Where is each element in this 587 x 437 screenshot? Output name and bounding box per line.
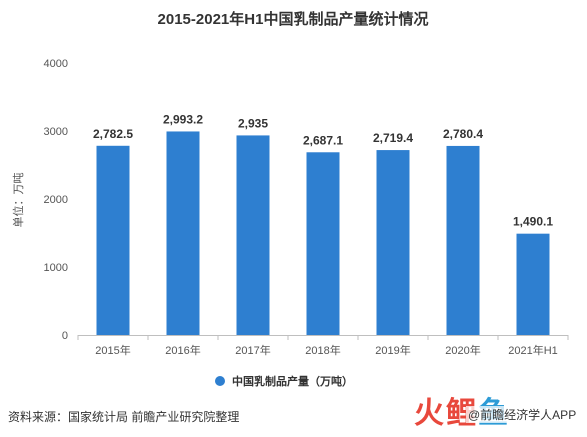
bar — [376, 150, 410, 335]
bar — [166, 131, 200, 335]
x-tick-label: 2021年H1 — [508, 343, 558, 357]
data-label: 2,993.2 — [163, 112, 203, 126]
chart-title: 2015-2021年H1中国乳制品产量统计情况 — [158, 10, 429, 28]
data-labels: 2,782.5 2,993.2 2,935 2,687.1 2,719.4 2,780.4… — [93, 112, 553, 228]
x-tick-label: 2020年 — [445, 343, 480, 357]
y-tick-label: 4000 — [44, 58, 68, 70]
bar — [446, 145, 480, 335]
x-tick-label: 2015年 — [95, 343, 130, 357]
source-note: 资料来源：国家统计局 前瞻产业研究院整理 — [8, 410, 240, 424]
data-label: 2,780.4 — [443, 127, 483, 141]
bars — [96, 131, 550, 335]
legend-swatch — [215, 376, 225, 386]
data-label: 2,687.1 — [303, 133, 343, 147]
x-tick-label: 2016年 — [165, 343, 200, 357]
data-label: 2,782.5 — [93, 127, 133, 141]
x-tick-label: 2018年 — [305, 343, 340, 357]
bar — [306, 152, 340, 335]
legend-label: 中国乳制品产量（万吨） — [232, 374, 353, 388]
bar — [96, 145, 130, 335]
brand-text: @前瞻经济学人APP — [466, 406, 579, 423]
bar — [516, 233, 550, 335]
x-tick-label: 2019年 — [375, 343, 410, 357]
y-tick-label: 2000 — [44, 194, 68, 206]
x-axis: 2015年 2016年 2017年 2018年 2019年 2020年 2021年H1 — [77, 335, 569, 357]
y-tick-label: 3000 — [44, 126, 68, 138]
y-axis-label: 单位：万吨 — [11, 173, 25, 228]
brand-watermark: 火鲤鱼 @前瞻经济学人APP — [414, 396, 579, 432]
data-label: 2,719.4 — [373, 131, 413, 145]
y-tick-label: 0 — [62, 330, 68, 342]
data-label: 1,490.1 — [513, 215, 553, 229]
x-tick-label: 2017年 — [235, 343, 270, 357]
data-label: 2,935 — [238, 116, 268, 130]
y-tick-label: 1000 — [44, 262, 68, 274]
bar — [236, 135, 270, 335]
legend: 中国乳制品产量（万吨） — [215, 374, 353, 388]
y-axis: 0 1000 2000 3000 4000 — [44, 58, 68, 342]
